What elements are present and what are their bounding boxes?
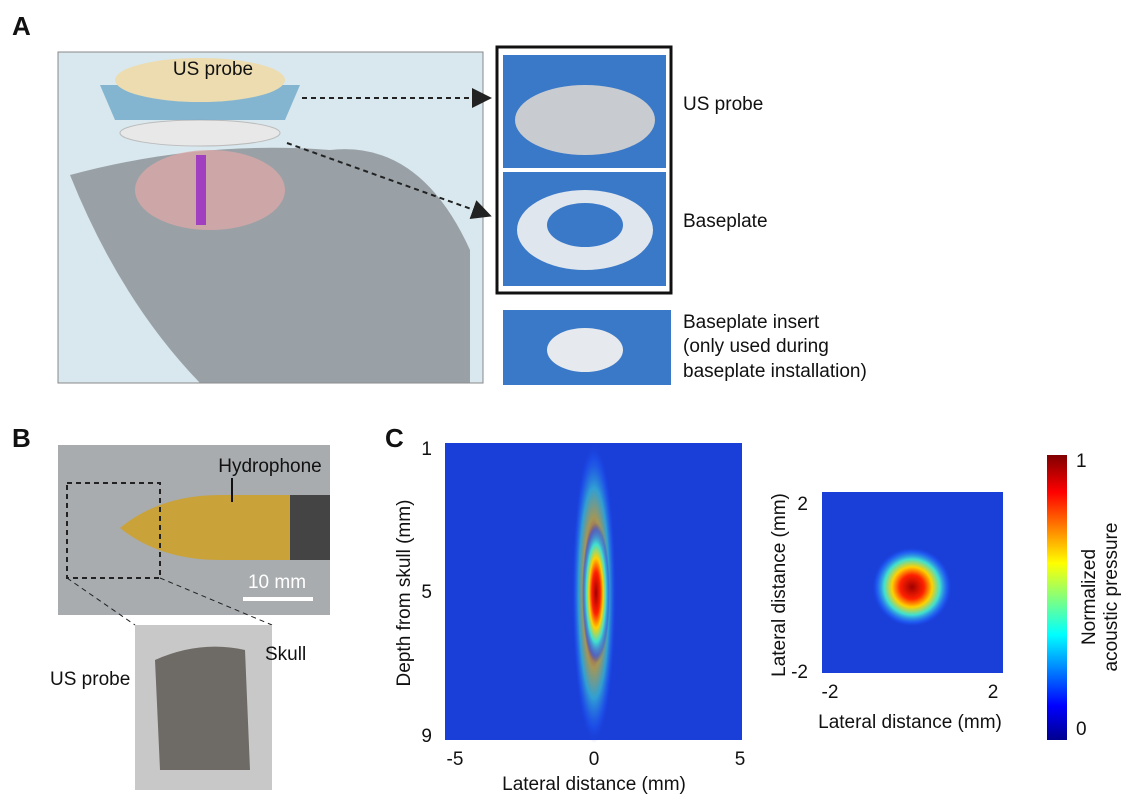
photo-label: US probe xyxy=(683,94,763,115)
photo-object xyxy=(547,203,623,247)
photo-label: Baseplate xyxy=(683,211,768,232)
heatmap-focus xyxy=(872,547,952,627)
colorbar-tick: 1 xyxy=(1076,451,1087,472)
insert-label: (only used during xyxy=(683,336,829,357)
y-axis-label: Depth from skull (mm) xyxy=(394,500,415,687)
brain xyxy=(135,150,285,230)
colorbar-tick: 0 xyxy=(1076,719,1087,740)
annotation: US probe xyxy=(50,669,130,690)
panel-label: A xyxy=(12,11,31,41)
y-axis-label: Lateral distance (mm) xyxy=(769,493,790,677)
x-axis-label: Lateral distance (mm) xyxy=(502,774,686,795)
x-tick-label: 0 xyxy=(589,749,600,770)
y-tick-label: 1 xyxy=(421,439,432,460)
x-axis-label: Lateral distance (mm) xyxy=(818,712,1002,733)
beam xyxy=(196,155,206,225)
photo-object xyxy=(155,647,250,770)
scale-label: 10 mm xyxy=(248,572,306,593)
colorbar-label: Normalized xyxy=(1079,549,1100,645)
photo-object xyxy=(515,85,655,155)
photo-object xyxy=(547,328,623,372)
colorbar-label: acoustic pressure xyxy=(1101,523,1122,672)
illustration-label: US probe xyxy=(173,59,253,80)
y-tick-label: 5 xyxy=(421,582,432,603)
y-tick-label: 9 xyxy=(421,726,432,747)
x-tick-label: 5 xyxy=(735,749,746,770)
y-tick-label: 2 xyxy=(797,494,808,515)
hydrophone-drawing xyxy=(290,495,330,560)
heatmap-focus xyxy=(582,523,610,663)
annotation: Skull xyxy=(265,644,306,665)
panel-label: B xyxy=(12,423,31,453)
x-tick-label: -5 xyxy=(447,749,464,770)
x-tick-label: -2 xyxy=(822,682,839,703)
annotation: Hydrophone xyxy=(218,456,322,477)
figure: A US probe US probe Baseplate Baseplate … xyxy=(0,0,1122,796)
baseplate-drawing xyxy=(120,120,280,146)
panel-label: C xyxy=(385,423,404,453)
colorbar xyxy=(1047,455,1067,740)
insert-label: baseplate installation) xyxy=(683,361,867,382)
y-tick-label: -2 xyxy=(791,662,808,683)
insert-label: Baseplate insert xyxy=(683,312,820,333)
x-tick-label: 2 xyxy=(988,682,999,703)
